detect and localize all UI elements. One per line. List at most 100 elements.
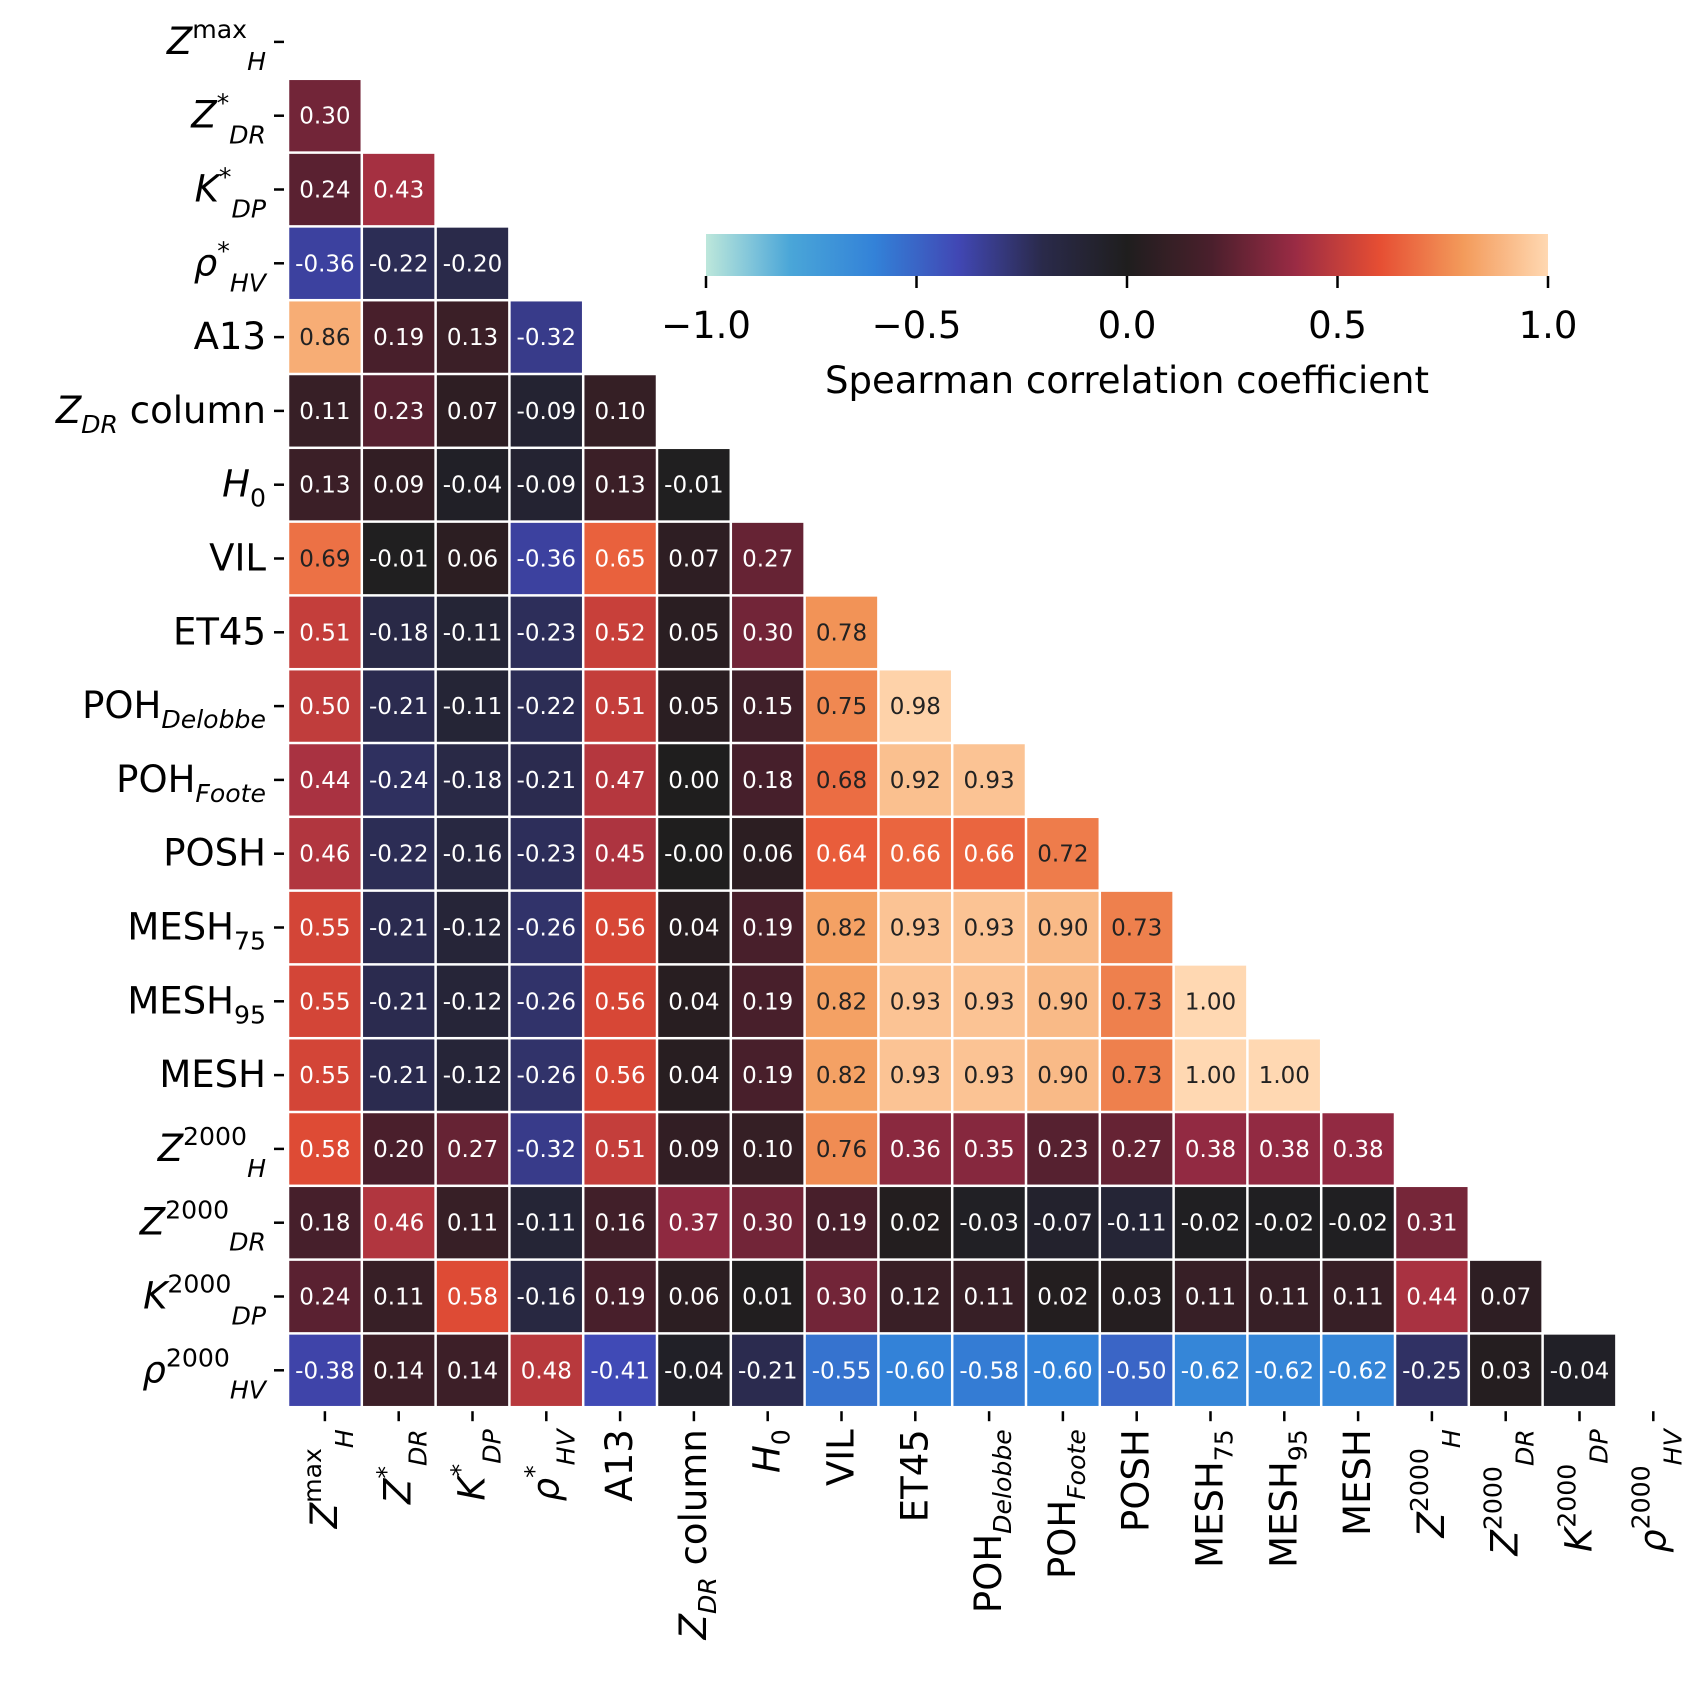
cell-value-label: 0.38: [1259, 1137, 1310, 1163]
cell-value-label: -0.60: [886, 1358, 946, 1384]
colorbar-tick-label: 0.0: [1098, 304, 1157, 347]
x-tick-label: MESH: [1336, 1429, 1379, 1536]
cell-value-label: -0.23: [517, 620, 577, 646]
cell-value-label: -0.02: [1255, 1211, 1315, 1237]
cell-value-label: 0.72: [1037, 842, 1088, 868]
cell-value-label: 0.07: [447, 399, 498, 425]
heatmap-cell-18-7: [805, 1334, 878, 1406]
heatmap-cell-1-0: [289, 80, 361, 152]
heatmap-cell-7-5: [658, 522, 730, 595]
cell-value-label: 0.50: [299, 694, 350, 720]
heatmap-cell-18-9: [953, 1334, 1025, 1406]
cell-value-label: -0.02: [1181, 1211, 1241, 1237]
heatmap-cell-9-0: [289, 670, 361, 742]
cell-value-label: 0.19: [373, 325, 424, 351]
heatmap-cell-15-1: [363, 1113, 435, 1185]
cell-value-label: -0.11: [1107, 1211, 1167, 1237]
y-tick-label: VIL: [209, 537, 266, 580]
heatmap-cell-12-0: [289, 891, 361, 964]
cell-value-label: 0.65: [594, 547, 645, 573]
cell-value-label: 0.30: [742, 1211, 793, 1237]
heatmap-cell-11-4: [584, 818, 656, 890]
heatmap-cell-10-9: [953, 744, 1025, 816]
heatmap-cell-11-0: [289, 818, 361, 890]
cell-value-label: 0.73: [1111, 989, 1162, 1015]
heatmap-cell-18-4: [584, 1334, 656, 1406]
y-tick-label: ρ2000HV: [142, 1343, 267, 1404]
cell-value-label: -0.21: [517, 768, 577, 794]
cell-value-label: -0.26: [517, 916, 577, 942]
cell-value-label: 0.93: [963, 768, 1014, 794]
cell-value-label: 0.86: [299, 325, 350, 351]
cell-value-label: 0.37: [668, 1211, 719, 1237]
cell-value-label: -0.21: [369, 916, 429, 942]
cell-value-label: 0.09: [668, 1137, 719, 1163]
heatmap-cell-5-3: [510, 375, 582, 447]
cell-value-label: 0.30: [299, 104, 350, 130]
heatmap-cell-11-10: [1027, 818, 1099, 890]
cell-value-label: 0.44: [1406, 1285, 1457, 1311]
heatmap-cell-10-0: [289, 744, 361, 816]
cell-value-label: 0.93: [963, 916, 1014, 942]
y-tick-label: Z*DR: [190, 89, 266, 150]
cell-value-label: 0.11: [447, 1211, 498, 1237]
cell-value-label: 0.05: [668, 694, 719, 720]
heatmap-cell-15-6: [732, 1113, 804, 1185]
heatmap-cell-11-8: [879, 818, 951, 890]
cell-value-label: 0.05: [668, 620, 719, 646]
y-tick-label: A13: [194, 315, 266, 358]
heatmap-cell-17-5: [658, 1260, 730, 1333]
heatmap-cell-17-8: [879, 1260, 951, 1333]
y-tick-label: ρ*HV: [194, 236, 268, 297]
cell-value-label: 0.90: [1037, 1063, 1088, 1089]
heatmap-cell-14-7: [805, 1039, 878, 1111]
cell-value-label: 0.51: [594, 1137, 645, 1163]
heatmap-cell-14-3: [510, 1039, 582, 1111]
heatmap-cell-15-12: [1174, 1113, 1247, 1185]
cell-value-label: -0.50: [1107, 1358, 1167, 1384]
heatmap-cell-12-11: [1101, 891, 1173, 964]
cell-value-label: 0.09: [373, 473, 424, 499]
cell-value-label: 0.58: [299, 1137, 350, 1163]
heatmap-cell-13-3: [510, 965, 582, 1037]
heatmap-cell-5-1: [363, 375, 435, 447]
heatmap-cell-7-1: [363, 522, 435, 595]
heatmap-cell-14-11: [1101, 1039, 1173, 1111]
cell-value-label: -0.32: [517, 1137, 577, 1163]
cell-value-label: -0.04: [443, 473, 503, 499]
cell-value-label: 0.93: [963, 1063, 1014, 1089]
cell-value-label: 0.11: [963, 1285, 1014, 1311]
x-tick-label: H0: [746, 1429, 796, 1473]
y-tick-label: MESH75: [127, 906, 266, 956]
heatmap-cell-10-4: [584, 744, 656, 816]
cell-value-label: -0.04: [664, 1358, 724, 1384]
cell-value-label: 0.30: [816, 1285, 867, 1311]
cell-value-label: 0.93: [890, 916, 941, 942]
heatmap-cell-11-3: [510, 818, 582, 890]
heatmap-cell-15-11: [1101, 1113, 1173, 1185]
cell-value-label: 0.16: [594, 1211, 645, 1237]
cell-value-label: 0.11: [1259, 1285, 1310, 1311]
cell-value-label: 0.02: [1037, 1285, 1088, 1311]
heatmap-cell-17-16: [1470, 1260, 1542, 1333]
heatmap-cell-13-11: [1101, 965, 1173, 1037]
heatmap-cell-9-6: [732, 670, 804, 742]
heatmap-cell-8-5: [658, 596, 730, 668]
heatmap-cell-14-9: [953, 1039, 1025, 1111]
heatmap-cell-17-11: [1101, 1260, 1173, 1333]
cell-value-label: -0.62: [1181, 1358, 1241, 1384]
heatmap-cell-10-5: [658, 744, 730, 816]
cell-value-label: 0.82: [816, 1063, 867, 1089]
cell-value-label: 0.19: [742, 1063, 793, 1089]
heatmap-cell-9-2: [436, 670, 509, 742]
cell-value-label: 0.18: [299, 1211, 350, 1237]
cell-value-label: -0.03: [959, 1211, 1019, 1237]
heatmap-cell-17-12: [1174, 1260, 1247, 1333]
colorbar-tick-label: −1.0: [661, 304, 751, 347]
heatmap-cell-8-7: [805, 596, 878, 668]
colorbar-gradient-bar: [706, 234, 1548, 276]
heatmap-cell-17-6: [732, 1260, 804, 1333]
cell-value-label: 0.14: [447, 1358, 498, 1384]
heatmap-cell-14-10: [1027, 1039, 1099, 1111]
